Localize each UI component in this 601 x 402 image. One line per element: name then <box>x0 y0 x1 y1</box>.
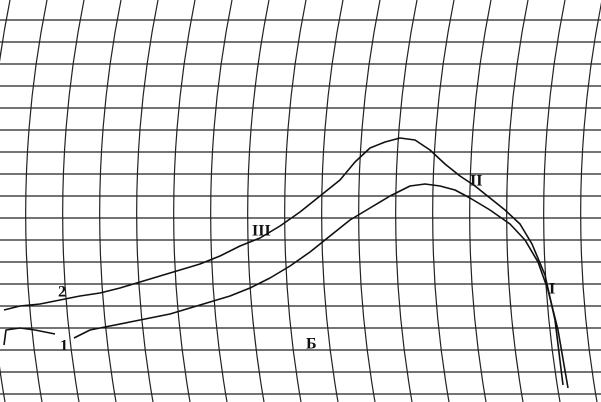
label-marker: Б <box>306 336 317 353</box>
label-peak-1: I <box>549 281 555 298</box>
label-peak-3: III <box>252 223 271 240</box>
recorder-chart: 2 1 III II I Б <box>0 0 601 402</box>
label-curve-2: 2 <box>58 284 66 301</box>
paper <box>0 0 601 402</box>
page: 2 1 III II I Б (() => { const data = JSO… <box>0 0 601 402</box>
label-peak-2: II <box>470 173 482 190</box>
label-curve-1: 1 <box>60 338 68 355</box>
